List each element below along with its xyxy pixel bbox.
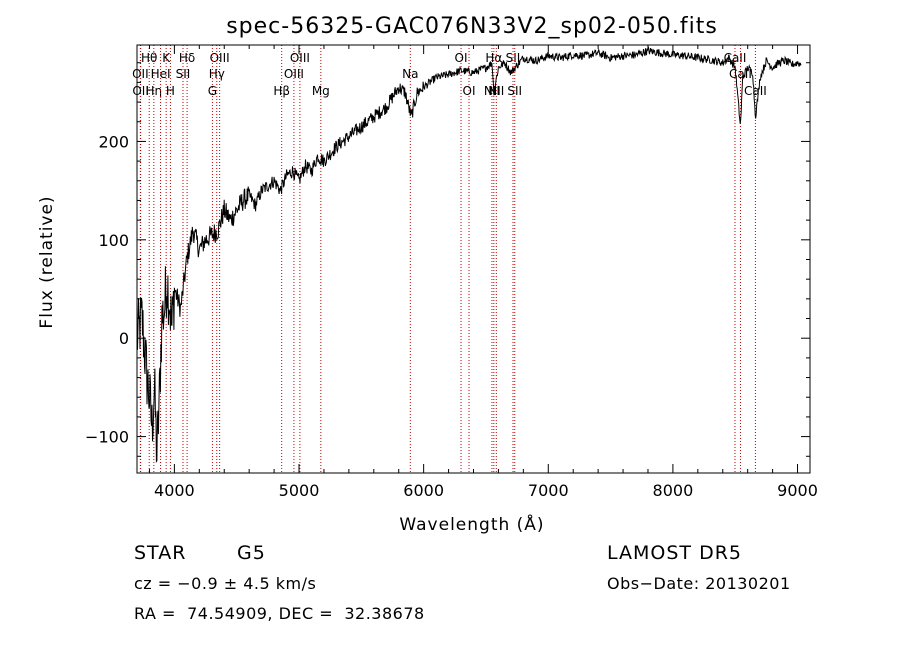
x-tick-label: 6000 xyxy=(403,481,444,500)
line-label: SII xyxy=(507,84,522,98)
object-subclass: G5 xyxy=(237,542,266,564)
x-tick-label: 9000 xyxy=(777,481,818,500)
line-label: Na xyxy=(402,67,418,81)
line-label: OI xyxy=(463,84,476,98)
line-label: OIII xyxy=(284,67,304,81)
line-label: Hα xyxy=(485,51,502,65)
x-tick-label: 7000 xyxy=(528,481,569,500)
line-label: OII xyxy=(132,67,149,81)
object-class: STAR xyxy=(134,542,187,564)
y-tick-label: 0 xyxy=(119,329,129,348)
x-tick-label: 5000 xyxy=(279,481,320,500)
x-tick-label: 4000 xyxy=(154,481,195,500)
line-label: Hη xyxy=(146,84,163,98)
chart-title: spec-56325-GAC076N33V2_sp02-050.fits xyxy=(226,14,718,39)
line-label: NII xyxy=(488,84,504,98)
line-label: CaII xyxy=(724,51,747,65)
line-label: HeI xyxy=(151,67,171,81)
observation-date: Obs−Date: 20130201 xyxy=(607,574,791,593)
line-label: K xyxy=(162,51,171,65)
line-label: SII xyxy=(506,51,521,65)
y-tick-label: −100 xyxy=(85,428,129,447)
redshift-velocity: cz = −0.9 ± 4.5 km/s xyxy=(134,574,317,593)
x-tick-label: 8000 xyxy=(653,481,694,500)
line-label: H xyxy=(166,84,175,98)
line-label: CaII xyxy=(744,84,767,98)
line-label: Hβ xyxy=(273,84,290,98)
line-label: OIII xyxy=(290,51,310,65)
flux-series xyxy=(136,46,802,463)
coordinates: RA = 74.54909, DEC = 32.38678 xyxy=(134,604,425,623)
y-tick-label: 200 xyxy=(98,132,129,151)
flux-line xyxy=(136,46,802,463)
line-label: Hγ xyxy=(209,67,225,81)
survey-name: LAMOST DR5 xyxy=(607,542,742,564)
line-label: SII xyxy=(176,67,191,81)
line-label: Mg xyxy=(312,84,330,98)
line-label: Hδ xyxy=(179,51,195,65)
y-axis-label: Flux (relative) xyxy=(37,195,57,328)
axis-ticks: 4000 5000 6000 7000 8000 9000 −100 0 100 200 xyxy=(85,45,818,500)
line-label: Hθ xyxy=(141,51,157,65)
line-label: G xyxy=(208,84,217,98)
y-tick-label: 100 xyxy=(98,231,129,250)
line-label: OIII xyxy=(210,51,230,65)
plot-frame xyxy=(136,44,811,474)
line-label: OII xyxy=(132,84,149,98)
line-label: OI xyxy=(455,51,468,65)
x-axis-label: Wavelength (Å) xyxy=(399,513,544,535)
